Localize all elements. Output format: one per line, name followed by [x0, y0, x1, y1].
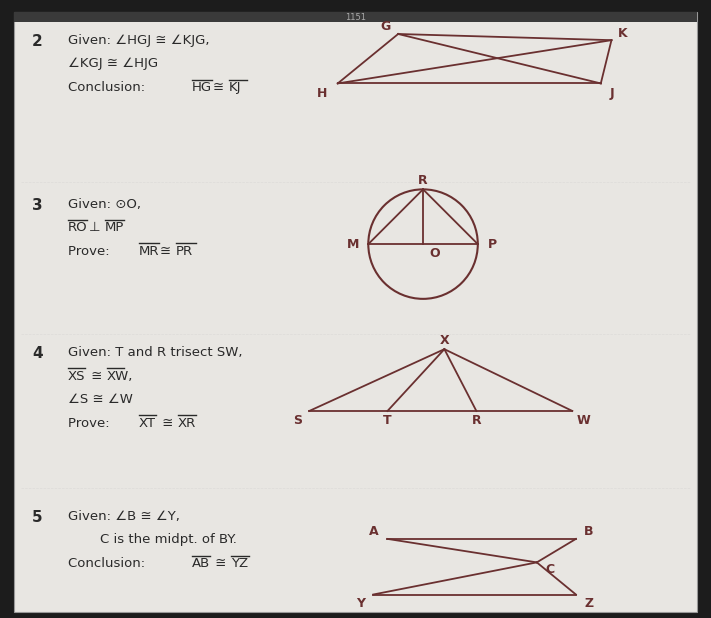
Text: ∠S ≅ ∠W: ∠S ≅ ∠W [68, 393, 132, 406]
Text: HG: HG [192, 81, 212, 94]
Text: Prove:: Prove: [68, 245, 114, 258]
Text: 1151: 1151 [345, 13, 366, 22]
Text: YZ: YZ [231, 557, 248, 570]
Text: XW,: XW, [107, 370, 133, 383]
Text: ≅: ≅ [158, 417, 178, 430]
Text: Given: ∠HGJ ≅ ∠KJG,: Given: ∠HGJ ≅ ∠KJG, [68, 34, 209, 47]
Text: Conclusion:: Conclusion: [68, 81, 149, 94]
Text: G: G [380, 20, 390, 33]
Bar [14, 12, 697, 22]
Text: C is the midpt. of BY.: C is the midpt. of BY. [100, 533, 237, 546]
Text: XT: XT [139, 417, 156, 430]
Text: ⊥: ⊥ [89, 221, 105, 234]
Text: Given: ∠B ≅ ∠Y,: Given: ∠B ≅ ∠Y, [68, 510, 179, 523]
Text: PR: PR [176, 245, 193, 258]
Text: B: B [584, 525, 594, 538]
Text: ≅: ≅ [87, 370, 107, 383]
Text: AB: AB [192, 557, 210, 570]
Text: T: T [383, 414, 392, 428]
Text: C: C [545, 563, 554, 577]
Text: ≅: ≅ [211, 557, 231, 570]
Text: XS: XS [68, 370, 85, 383]
Text: ≅: ≅ [160, 245, 176, 258]
Text: 2: 2 [32, 34, 43, 49]
Text: 4: 4 [32, 346, 43, 361]
Text: W: W [577, 414, 591, 428]
Text: ≅: ≅ [213, 81, 229, 94]
Text: KJ: KJ [229, 81, 242, 94]
Text: M: M [346, 237, 359, 251]
FancyBboxPatch shape [14, 12, 697, 612]
Text: Conclusion:: Conclusion: [68, 557, 149, 570]
Text: Y: Y [356, 597, 365, 611]
Text: S: S [294, 414, 302, 428]
Text: R: R [471, 414, 481, 428]
Text: MR: MR [139, 245, 159, 258]
Text: A: A [368, 525, 378, 538]
Text: Z: Z [584, 597, 593, 611]
Text: Prove:: Prove: [68, 417, 114, 430]
Text: Given: ⊙O,: Given: ⊙O, [68, 198, 141, 211]
Text: R: R [418, 174, 428, 187]
Text: J: J [610, 87, 614, 100]
Text: X: X [439, 334, 449, 347]
Text: O: O [429, 247, 439, 261]
Text: MP: MP [105, 221, 124, 234]
Text: XR: XR [178, 417, 196, 430]
Text: 5: 5 [32, 510, 43, 525]
Text: H: H [317, 87, 327, 100]
Text: K: K [618, 27, 628, 41]
Text: ∠KGJ ≅ ∠HJG: ∠KGJ ≅ ∠HJG [68, 57, 158, 70]
Text: P: P [488, 237, 496, 251]
Text: 3: 3 [32, 198, 43, 213]
Text: Given: T and R trisect SW,: Given: T and R trisect SW, [68, 346, 242, 359]
Text: RO: RO [68, 221, 87, 234]
